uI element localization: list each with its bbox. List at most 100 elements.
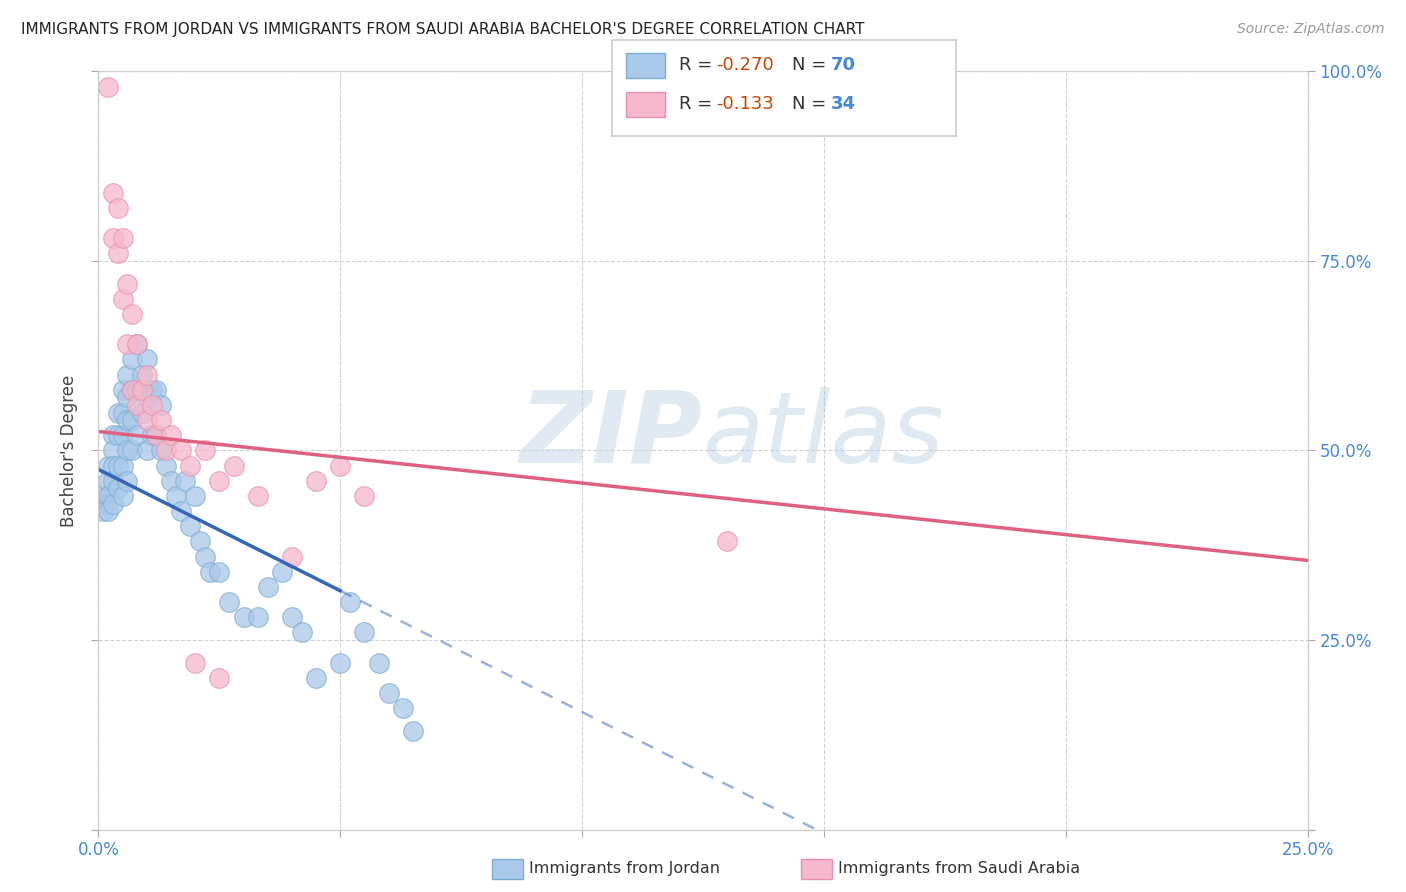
Text: IMMIGRANTS FROM JORDAN VS IMMIGRANTS FROM SAUDI ARABIA BACHELOR'S DEGREE CORRELA: IMMIGRANTS FROM JORDAN VS IMMIGRANTS FRO… (21, 22, 865, 37)
Point (127, 337, 149, 351)
Point (174, 474, 197, 488)
Point (91, 496, 114, 510)
Point (107, 482, 129, 496)
Point (107, 428, 129, 442)
Text: Immigrants from Jordan: Immigrants from Jordan (529, 862, 720, 876)
Point (107, 458, 129, 473)
Point (127, 337, 149, 351)
Point (188, 534, 211, 549)
Point (97, 79, 120, 94)
Point (208, 565, 231, 579)
Point (160, 428, 183, 442)
Point (141, 398, 163, 412)
Point (247, 489, 270, 503)
Point (145, 428, 167, 442)
Point (101, 231, 124, 245)
Point (135, 413, 157, 427)
Point (247, 610, 270, 624)
Point (160, 474, 183, 488)
Point (155, 443, 177, 458)
Point (402, 724, 425, 739)
Point (121, 443, 143, 458)
Point (107, 405, 129, 420)
Text: R =: R = (679, 95, 718, 113)
Point (101, 496, 124, 510)
Point (377, 686, 399, 700)
Point (111, 292, 134, 306)
Point (127, 383, 149, 397)
Point (111, 383, 134, 397)
Text: Immigrants from Saudi Arabia: Immigrants from Saudi Arabia (838, 862, 1080, 876)
Point (111, 428, 134, 442)
Point (198, 565, 221, 579)
Point (194, 443, 217, 458)
Point (97, 474, 120, 488)
Point (111, 489, 134, 503)
Text: R =: R = (679, 56, 718, 74)
Point (281, 610, 304, 624)
Point (329, 656, 352, 670)
Point (117, 277, 139, 291)
Text: -0.133: -0.133 (716, 95, 773, 113)
Point (127, 398, 149, 412)
Text: atlas: atlas (703, 387, 945, 483)
Point (281, 549, 304, 564)
Point (232, 610, 254, 624)
Point (256, 580, 278, 594)
Point (169, 443, 191, 458)
Point (222, 458, 245, 473)
Point (121, 307, 143, 321)
Point (131, 405, 153, 420)
Point (135, 352, 157, 367)
Point (184, 656, 207, 670)
Point (101, 186, 124, 200)
Point (135, 391, 157, 405)
Point (117, 474, 139, 488)
Point (121, 413, 143, 427)
Point (127, 428, 149, 442)
Point (184, 489, 207, 503)
Point (117, 337, 139, 351)
Point (271, 565, 294, 579)
Point (141, 383, 163, 397)
Point (91, 489, 114, 503)
Text: -0.270: -0.270 (716, 56, 773, 74)
Point (97, 458, 120, 473)
Point (117, 391, 139, 405)
Point (111, 458, 134, 473)
Point (353, 625, 375, 640)
Point (150, 443, 173, 458)
Point (121, 383, 143, 397)
Point (179, 519, 201, 533)
Point (135, 443, 157, 458)
Point (145, 383, 167, 397)
Point (305, 474, 328, 488)
Text: ZIP: ZIP (520, 387, 703, 483)
Text: 34: 34 (831, 95, 856, 113)
Point (208, 671, 231, 685)
Point (111, 231, 134, 245)
Point (208, 474, 231, 488)
Point (101, 458, 124, 473)
Text: Source: ZipAtlas.com: Source: ZipAtlas.com (1237, 22, 1385, 37)
Text: N =: N = (792, 95, 831, 113)
Point (169, 504, 191, 518)
Text: 70: 70 (831, 56, 856, 74)
Point (117, 443, 139, 458)
Point (117, 413, 139, 427)
Point (155, 458, 177, 473)
Point (145, 428, 167, 442)
Point (135, 368, 157, 382)
Point (107, 246, 129, 260)
Point (101, 443, 124, 458)
Point (165, 489, 187, 503)
Point (97, 489, 120, 503)
Point (111, 405, 134, 420)
Point (131, 368, 153, 382)
Point (97, 504, 120, 518)
Point (101, 474, 124, 488)
Point (392, 701, 415, 715)
Point (305, 671, 328, 685)
Text: N =: N = (792, 56, 831, 74)
Y-axis label: Bachelor's Degree: Bachelor's Degree (59, 375, 77, 526)
